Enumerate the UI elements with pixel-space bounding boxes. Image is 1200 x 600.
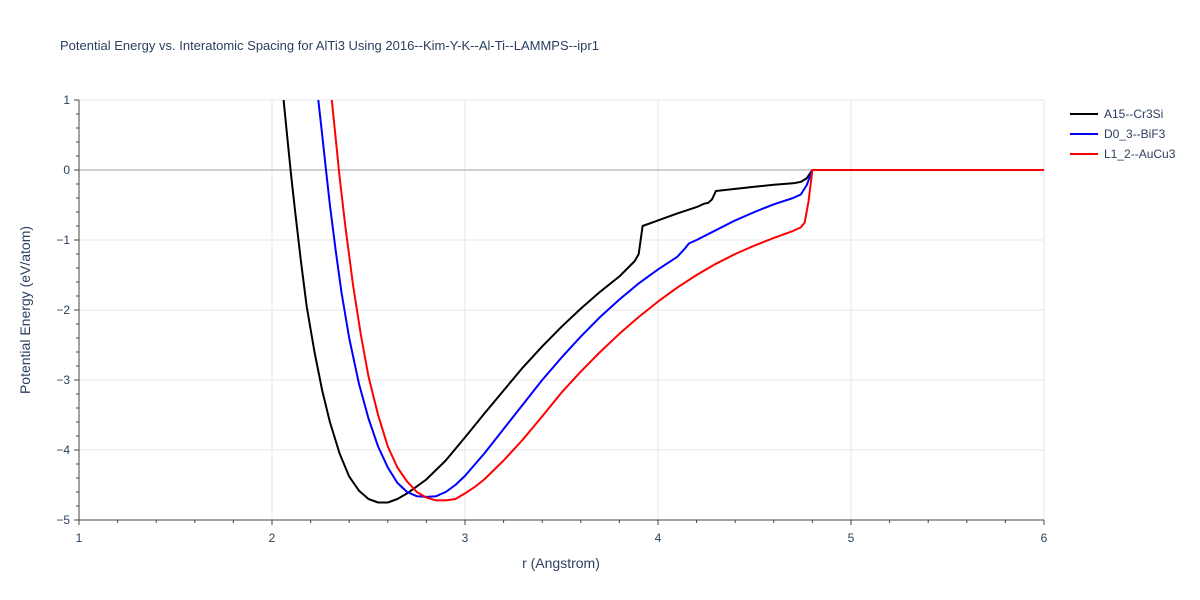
legend-item[interactable]: A15--Cr3Si — [1070, 107, 1163, 121]
x-tick-label: 2 — [269, 531, 276, 545]
x-tick-label: 3 — [462, 531, 469, 545]
y-axis-label: Potential Energy (eV/atom) — [17, 226, 33, 394]
legend-item[interactable]: D0_3--BiF3 — [1070, 127, 1166, 141]
series-line-a15-cr3si — [282, 100, 1044, 504]
axes — [74, 99, 1045, 525]
legend-label: L1_2--AuCu3 — [1104, 147, 1176, 161]
x-tick-label: 5 — [848, 531, 855, 545]
tick-labels: 1 2 3 4 5 6 1 0 −1 −2 −3 −4 −5 — [56, 93, 1047, 545]
chart-title: Potential Energy vs. Interatomic Spacing… — [60, 38, 599, 53]
series-line-l1-2-aucu3 — [330, 100, 1044, 502]
y-tick-label: −2 — [56, 303, 70, 317]
y-tick-label: −1 — [56, 233, 70, 247]
grid-lines — [79, 99, 1045, 520]
legend-label: A15--Cr3Si — [1104, 107, 1163, 121]
x-tick-label: 4 — [655, 531, 662, 545]
x-tick-label: 1 — [76, 531, 83, 545]
y-tick-label: −5 — [56, 513, 70, 527]
y-tick-label: −3 — [56, 373, 70, 387]
legend-label: D0_3--BiF3 — [1104, 127, 1166, 141]
x-axis-label: r (Angstrom) — [522, 555, 600, 571]
y-tick-label: 1 — [63, 93, 70, 107]
plot-area — [282, 100, 1044, 504]
legend[interactable]: A15--Cr3Si D0_3--BiF3 L1_2--AuCu3 — [1070, 107, 1176, 161]
series-line-d0-3-bif3 — [317, 100, 1044, 498]
y-tick-label: 0 — [63, 163, 70, 177]
x-tick-label: 6 — [1041, 531, 1048, 545]
legend-item[interactable]: L1_2--AuCu3 — [1070, 147, 1176, 161]
y-tick-label: −4 — [56, 443, 70, 457]
